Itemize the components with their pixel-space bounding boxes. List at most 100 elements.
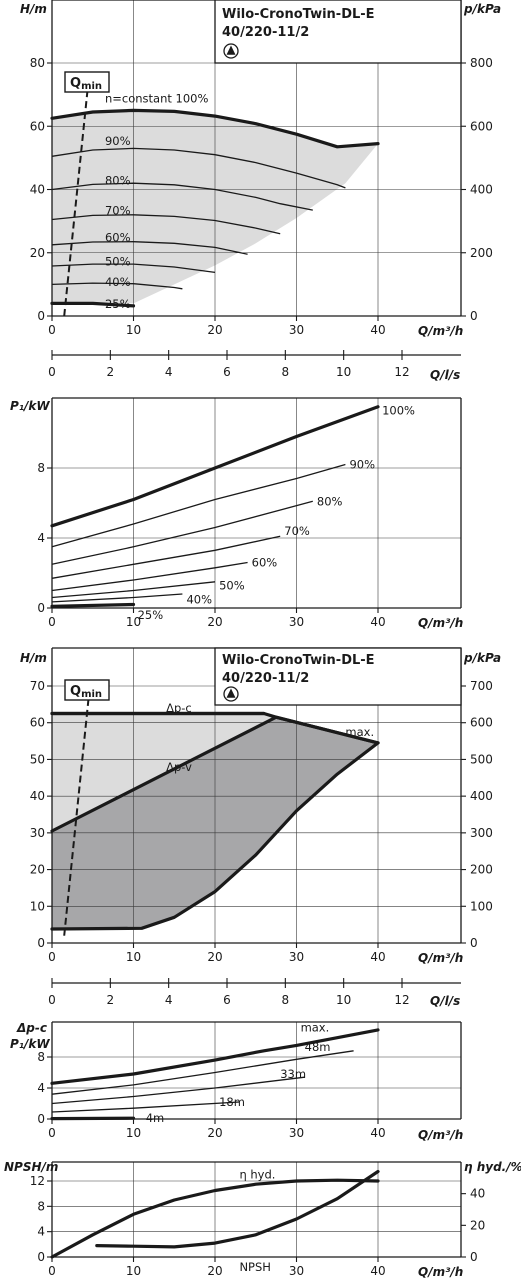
series-label: max. (301, 1021, 330, 1035)
x-tick-label: 8 (282, 365, 290, 379)
y-tick-label: 8 (37, 461, 45, 475)
series-line-40% (51, 282, 183, 290)
axis-title-h: H/m (20, 651, 47, 665)
y-tick-label: 4 (37, 1081, 45, 1095)
series-label: NPSH (239, 1260, 271, 1274)
series-label: 25% (138, 608, 164, 622)
y2-tick-label: 400 (470, 183, 493, 197)
title-box (214, 0, 462, 64)
series-label: n=constant 100% (105, 91, 209, 105)
series-label: Δp-v (166, 760, 192, 774)
series-label: 80% (317, 494, 343, 508)
x-tick-label: 0 (48, 950, 56, 964)
x-tick-label: 12 (394, 993, 409, 1007)
title-block-top: Wilo-CronoTwin-DL-E 40/220-11/2 (214, 0, 462, 64)
x-tick-label: 10 (336, 365, 351, 379)
axis-title-p: p/kPa (463, 651, 501, 665)
x-tick-label: 10 (126, 1126, 141, 1140)
y2-tick-label: 700 (470, 679, 493, 693)
y2-tick-label: 0 (470, 309, 478, 323)
series-line-NPSH (95, 1169, 380, 1249)
y-tick-label: 0 (37, 309, 45, 323)
y-tick-label: 0 (37, 1250, 45, 1264)
axis-title-q-m3h: Q/m³/h (418, 324, 463, 338)
series-line-90% (51, 147, 346, 189)
x-tick-label: 0 (48, 1264, 56, 1278)
series-line-70% (51, 214, 281, 235)
axis-title-q-ls: Q/l/s (430, 368, 460, 382)
series-line-80% (51, 182, 313, 211)
series-label: 48m (305, 1040, 331, 1054)
y2-tick-label: 0 (470, 936, 478, 950)
y2-tick-label: 0 (470, 1250, 478, 1264)
pump-model-size: 40/220-11/2 (222, 25, 309, 40)
pump-symbol-icon (223, 686, 239, 702)
series-label: 90% (349, 458, 375, 472)
y-tick-label: 12 (30, 1174, 45, 1188)
y2-tick-label: 800 (470, 56, 493, 70)
series-line-90% (51, 463, 346, 548)
y-tick-label: 40 (30, 789, 45, 803)
x-tick-label: 4 (165, 365, 173, 379)
x-tick-label: 20 (207, 615, 222, 629)
y2-tick-label: 200 (470, 863, 493, 877)
series-label: 4m (146, 1111, 165, 1125)
y-tick-label: 60 (30, 119, 45, 133)
x-tick-label: 40 (370, 615, 385, 629)
y2-tick-label: 100 (470, 899, 493, 913)
y-tick-label: 70 (30, 679, 45, 693)
series-line-80% (51, 500, 313, 565)
y-tick-label: 20 (30, 246, 45, 260)
x-tick-label: 20 (207, 323, 222, 337)
series-line-33m (51, 1076, 305, 1105)
series-label: 70% (284, 524, 310, 538)
series-line-50% (51, 581, 216, 599)
x-tick-label: 2 (107, 365, 115, 379)
x-tick-label: 4 (165, 993, 173, 1007)
series-line-60% (51, 561, 248, 592)
axis-title-q-m3h: Q/m³/h (418, 951, 463, 965)
series-label: 50% (219, 578, 245, 592)
x-tick-label: 20 (207, 950, 222, 964)
title-block-middle: Wilo-CronoTwin-DL-E 40/220-11/2 (214, 647, 462, 706)
x-tick-label: 0 (48, 993, 56, 1007)
x-tick-label: 10 (126, 615, 141, 629)
series-line-100% (50, 405, 380, 528)
y-tick-label: 50 (30, 752, 45, 766)
series-line-25% (50, 602, 136, 608)
y2-tick-label: 400 (470, 789, 493, 803)
qmin-label: Qmin (70, 76, 102, 92)
x-tick-label: 2 (107, 993, 115, 1007)
axis-title-q-ls: Q/l/s (430, 994, 460, 1008)
x-tick-label: 40 (370, 950, 385, 964)
series-label: 60% (105, 231, 131, 245)
axis-title-q-m3h: Q/m³/h (418, 616, 463, 630)
series-label: max. (345, 725, 374, 739)
series-label: 90% (105, 134, 131, 148)
x-tick-label: 0 (48, 1126, 56, 1140)
x-tick-label: 12 (394, 365, 409, 379)
x-tick-label: 30 (289, 615, 304, 629)
series-line-40% (51, 593, 183, 603)
x-tick-label: 10 (126, 1264, 141, 1278)
y2-tick-label: 200 (470, 246, 493, 260)
series-label: 40% (186, 592, 212, 606)
qmin-line (63, 78, 90, 317)
series-label: η hyd. (239, 1168, 275, 1182)
y2-tick-label: 20 (470, 1218, 485, 1232)
series-line-max. (50, 711, 380, 745)
series-line-min (50, 741, 380, 931)
axis-title-p1: P₁/kW (10, 399, 50, 413)
y-tick-label: 4 (37, 1225, 45, 1239)
x-tick-label: 40 (370, 323, 385, 337)
y-tick-label: 10 (30, 899, 45, 913)
series-label: 50% (105, 254, 131, 268)
x-tick-label: 30 (289, 1126, 304, 1140)
pump-model-name: Wilo-CronoTwin-DL-E (222, 653, 375, 668)
x-tick-label: 0 (48, 615, 56, 629)
x-tick-label: 30 (289, 950, 304, 964)
series-label: Δp-c (166, 701, 192, 715)
axis-title-p: p/kPa (463, 2, 501, 16)
y-tick-label: 0 (37, 601, 45, 615)
series-label: 18m (219, 1095, 245, 1109)
